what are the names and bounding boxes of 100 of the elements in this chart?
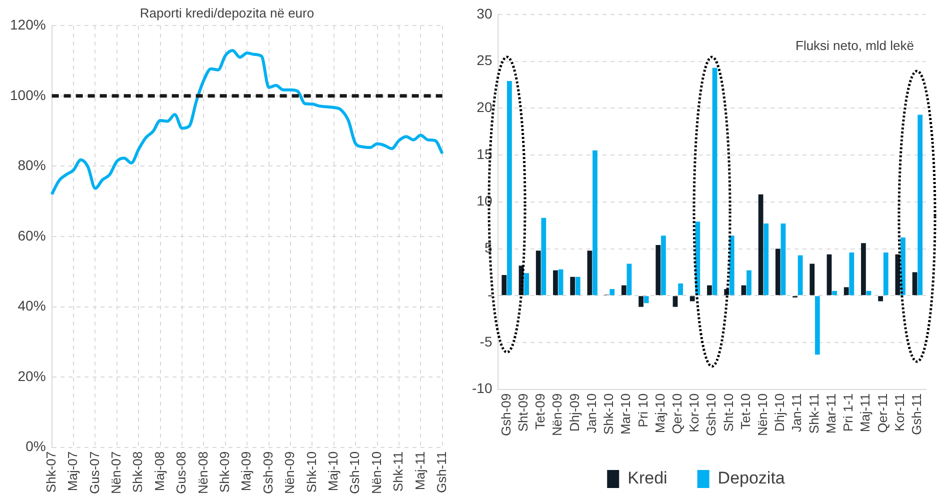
x-tick-label: Shk-11: [390, 451, 406, 492]
bar: [707, 285, 712, 296]
x-tick-label: Mar-10: [618, 393, 634, 435]
legend-label: Kredi: [628, 468, 668, 488]
x-tick-label: Shk-10: [304, 451, 319, 493]
x-tick-label: Qer-11: [874, 393, 890, 433]
x-tick-label: Maj-09: [238, 451, 254, 492]
y-tick-label: 40%: [18, 298, 46, 314]
bar: [764, 223, 769, 296]
bar: [758, 194, 764, 296]
bar: [507, 80, 512, 296]
bar: [621, 285, 626, 296]
x-tick-label: Maj-11: [858, 393, 873, 432]
x-tick-label: Nën-07: [108, 451, 124, 494]
x-tick-label: Dhj-09: [566, 393, 582, 432]
bar: [502, 275, 507, 296]
y-tick-label: 120%: [10, 16, 46, 32]
x-tick-label: Qer-10: [669, 393, 684, 434]
x-tick-label: Pri 1-1: [840, 393, 856, 432]
x-tick-label: Nën-09: [550, 393, 565, 436]
bar: [849, 252, 854, 296]
bar: [541, 218, 546, 296]
bar: [826, 254, 832, 296]
x-tick-label: Shk-08: [130, 451, 146, 493]
bar: [587, 250, 592, 296]
y-tick-label: -5: [480, 333, 492, 350]
x-tick-label: Gsh-10: [347, 451, 362, 494]
x-tick-label: Gsh-09: [498, 393, 514, 436]
x-tick-label: Gsh-10: [704, 393, 719, 436]
y-tick-label: 20: [476, 99, 492, 115]
y-tick-label: 60%: [18, 227, 46, 244]
bar: [775, 248, 780, 296]
x-tick-label: Maj-11: [412, 451, 428, 490]
bar: [895, 254, 900, 296]
bar: [798, 255, 803, 296]
x-tick-label: Tet-10: [738, 393, 753, 430]
x-tick-label: Jan-11: [789, 393, 804, 432]
line-series: [50, 49, 444, 196]
x-tick-label: Nën-10: [368, 451, 384, 494]
bar: [661, 236, 666, 296]
bar: [900, 238, 906, 296]
x-tick-label: Gus-08: [174, 451, 189, 494]
bar: [592, 150, 598, 296]
x-tick-label: Nën-10: [755, 393, 770, 436]
y-tick-label: 0%: [26, 438, 46, 454]
bar: [729, 236, 734, 296]
x-tick-label: Maj-07: [65, 451, 80, 492]
bar: [575, 276, 580, 296]
x-tick-label: Kor-10: [686, 393, 702, 432]
bar: [656, 245, 661, 296]
y-tick-label: 10: [476, 192, 492, 209]
x-tick-label: Nën-09: [282, 451, 298, 494]
bar: [741, 285, 746, 296]
x-tick-label: Sht-10: [720, 393, 736, 432]
x-tick-label: Dhj-10: [772, 393, 788, 432]
bar: [780, 223, 786, 296]
bar: [918, 114, 923, 296]
annotation: Fluksi neto, mld lekë: [796, 38, 914, 53]
x-tick-label: Jan-10: [584, 393, 599, 434]
y-tick-label: -: [488, 286, 493, 302]
bar: [912, 272, 918, 296]
y-tick-label: 80%: [18, 157, 46, 174]
bar: [844, 287, 849, 296]
x-tick-label: Maj-08: [152, 451, 167, 492]
x-tick-label: Shk-10: [601, 393, 616, 435]
x-tick-label: Sht-09: [515, 393, 530, 432]
bar: [553, 270, 558, 296]
bar: [610, 289, 615, 296]
bar: [810, 264, 815, 296]
x-tick-label: Maj-10: [652, 393, 668, 434]
bar: [536, 250, 541, 296]
bar: [638, 296, 644, 307]
chart-title: Raporti kredi/depozita në euro: [140, 5, 314, 20]
bar: [814, 296, 820, 355]
x-tick-label: Gsh-09: [260, 451, 276, 494]
x-tick-label: Mar-11: [823, 393, 838, 434]
bar: [861, 243, 866, 296]
x-tick-label: Shk-11: [806, 393, 822, 434]
bar: [672, 296, 678, 307]
y-tick-label: 25: [476, 52, 492, 68]
bar: [746, 270, 752, 296]
x-tick-label: Kor-11: [892, 393, 907, 432]
y-tick-label: 30: [476, 5, 492, 22]
bar: [678, 283, 683, 296]
y-tick-label: -10: [472, 380, 492, 396]
x-tick-label: Gsh-11: [909, 393, 924, 436]
bar: [878, 296, 884, 302]
x-tick-label: Gsh-11: [434, 451, 449, 494]
x-tick-label: Pri 10: [635, 393, 650, 428]
x-tick-label: Tet-09: [532, 393, 548, 430]
bar: [570, 276, 576, 296]
x-tick-label: Shk-09: [216, 451, 232, 493]
bar: [883, 252, 888, 296]
y-tick-label: 100%: [10, 86, 46, 103]
bar: [524, 273, 529, 296]
y-tick-label: 20%: [18, 368, 46, 384]
legend-label: Depozita: [718, 468, 786, 488]
bar: [690, 296, 695, 302]
bar: [558, 269, 564, 296]
x-tick-label: Maj-10: [325, 451, 340, 492]
